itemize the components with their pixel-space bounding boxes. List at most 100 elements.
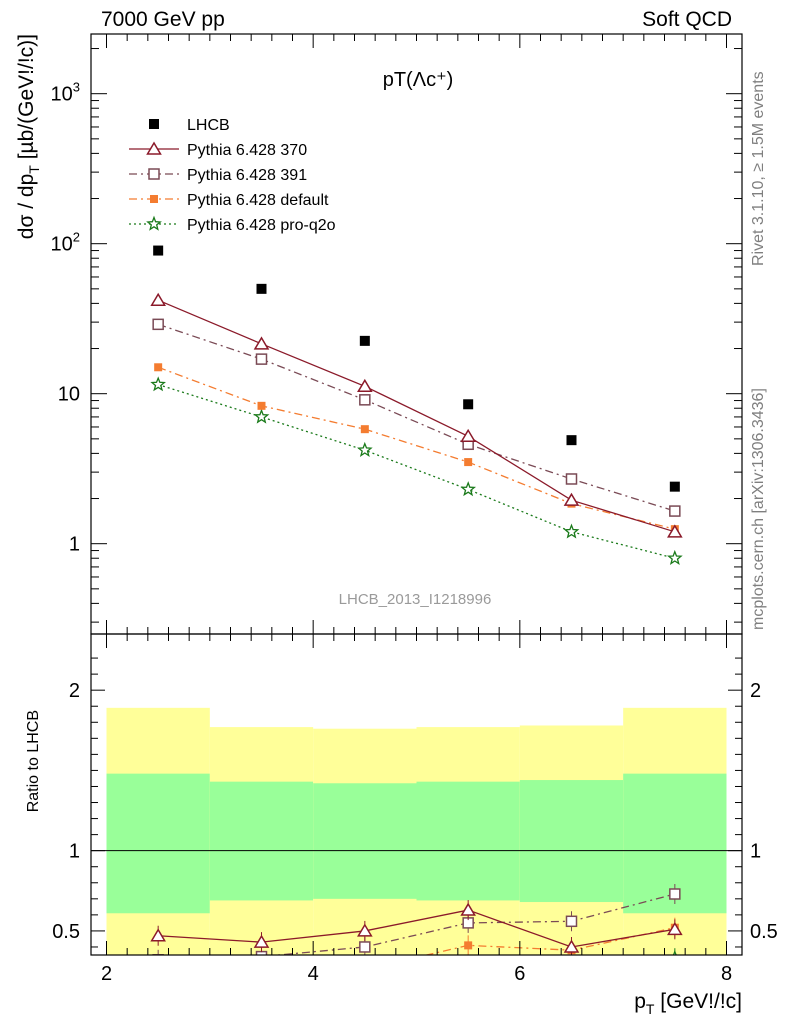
ratio-pythia-6-428-pro-q2o bbox=[158, 948, 677, 990]
series-point bbox=[460, 428, 476, 443]
series-lhcb-data bbox=[153, 245, 680, 492]
ratio-tick-label-left: 0.5 bbox=[52, 921, 80, 943]
series-pythia-6-428-default bbox=[154, 363, 679, 534]
ratio-line bbox=[423, 927, 675, 955]
legend: LHCB Pythia 6.428 370 Pythia 6.428 391 Pyth… bbox=[129, 117, 336, 234]
series-point bbox=[359, 394, 371, 406]
legend-entry: Pythia 6.428 default bbox=[129, 192, 329, 209]
legend-marker bbox=[148, 168, 160, 180]
ratio-point bbox=[667, 921, 683, 936]
legend-label: Pythia 6.428 default bbox=[187, 192, 329, 209]
legend-marker bbox=[150, 195, 158, 203]
series-line bbox=[157, 299, 676, 533]
series-point bbox=[669, 505, 681, 517]
ratio-point bbox=[253, 934, 270, 948]
chart-title: pT(Λc⁺) bbox=[383, 69, 454, 91]
x-tick-label: 6 bbox=[514, 963, 525, 985]
series-point bbox=[152, 318, 164, 331]
x-tick-label: 2 bbox=[101, 963, 112, 985]
ratio-tick-label-right: 0.5 bbox=[750, 921, 778, 943]
analysis-watermark: LHCB_2013_I1218996 bbox=[339, 591, 492, 608]
data-point bbox=[359, 335, 370, 346]
ratio-tick-label-right: 2 bbox=[750, 680, 761, 702]
series-point bbox=[257, 401, 266, 410]
x-tick-label: 8 bbox=[721, 963, 732, 985]
series-point bbox=[154, 363, 163, 372]
axis-labels: 2 4 6 8 1 10 102 103 0.5 0.5 1 1 2 2 pT [GeV!/!c] dσ / … bbox=[15, 34, 778, 1017]
series-point bbox=[150, 292, 166, 306]
series-point bbox=[255, 353, 268, 365]
series-point bbox=[464, 458, 473, 467]
ratio-point bbox=[565, 915, 578, 928]
axis-ticks bbox=[91, 34, 742, 955]
ratio-pythia-6-428-391 bbox=[152, 884, 681, 955]
ratio-point bbox=[150, 928, 166, 942]
series-point bbox=[150, 376, 166, 392]
series-line bbox=[157, 323, 676, 512]
legend-label: Pythia 6.428 391 bbox=[187, 167, 307, 184]
data-point bbox=[256, 283, 267, 294]
y-tick-exponent: 2 bbox=[73, 230, 80, 245]
series-line bbox=[157, 383, 675, 559]
green-band-bin bbox=[519, 780, 624, 903]
ratio-point bbox=[152, 954, 164, 955]
ratio-panel-series bbox=[150, 884, 683, 990]
series-point bbox=[563, 492, 580, 506]
x-axis-label-unit: [GeV!/!c] bbox=[654, 990, 742, 1013]
ratio-point bbox=[357, 923, 373, 937]
main-panel-series bbox=[150, 245, 683, 565]
legend-label: Pythia 6.428 pro-q2o bbox=[187, 217, 336, 234]
header-left-label: 7000 GeV pp bbox=[101, 8, 225, 31]
series-point bbox=[357, 441, 373, 457]
legend-marker bbox=[149, 119, 159, 129]
legend-entry: Pythia 6.428 370 bbox=[129, 141, 307, 159]
y-tick-exponent: 3 bbox=[73, 80, 80, 95]
ratio-point bbox=[669, 888, 681, 900]
series-point bbox=[357, 378, 373, 393]
series-point bbox=[563, 523, 580, 539]
y-tick-label: 102 bbox=[51, 230, 80, 256]
ratio-point bbox=[563, 939, 580, 953]
series-point bbox=[253, 336, 270, 350]
legend-entry: LHCB bbox=[149, 117, 230, 134]
series-point bbox=[666, 549, 683, 565]
legend-entry: Pythia 6.428 391 bbox=[129, 167, 307, 184]
ratio-point bbox=[672, 949, 677, 955]
ratio-line bbox=[158, 958, 675, 990]
data-point bbox=[153, 245, 164, 256]
ratio-point bbox=[255, 950, 268, 955]
series-point bbox=[253, 408, 270, 424]
ratio-clipped bbox=[150, 884, 683, 990]
data-point bbox=[463, 399, 474, 410]
x-tick-label: 4 bbox=[308, 963, 319, 985]
series-point bbox=[565, 473, 578, 485]
series-point bbox=[667, 524, 683, 538]
ratio-tick-label-right: 1 bbox=[750, 841, 761, 863]
y-tick-label: 1 bbox=[69, 534, 80, 556]
green-band-bin bbox=[106, 773, 210, 914]
green-band-bin bbox=[209, 781, 314, 901]
series-pythia-6-428-pro-q2o bbox=[150, 376, 683, 565]
ratio-point bbox=[464, 941, 473, 950]
green-band-bin bbox=[416, 781, 520, 901]
y-tick-label: 103 bbox=[51, 80, 80, 106]
ratio-point bbox=[460, 902, 476, 916]
ratio-axis-label: Ratio to LHCB bbox=[25, 710, 42, 812]
data-point bbox=[669, 481, 680, 492]
series-line bbox=[157, 366, 675, 530]
y-axis-label-unit: [µb/(GeV!/!c)] bbox=[15, 34, 38, 165]
legend-marker bbox=[146, 215, 162, 231]
ratio-pythia-6-428-370 bbox=[150, 900, 683, 955]
x-axis-label-subscript: T bbox=[646, 1001, 655, 1017]
y-tick-label: 10 bbox=[58, 384, 80, 406]
ratio-line bbox=[158, 909, 675, 948]
series-point bbox=[360, 425, 369, 434]
x-axis-label: pT [GeV!/!c] bbox=[634, 990, 742, 1017]
ratio-point bbox=[359, 941, 371, 953]
ratio-line bbox=[271, 893, 675, 955]
ratio-tick-label-left: 2 bbox=[69, 680, 80, 702]
y-axis-label-subscript: T bbox=[26, 165, 42, 174]
legend-marker bbox=[146, 141, 162, 155]
ratio-tick-label-left: 1 bbox=[69, 841, 80, 863]
